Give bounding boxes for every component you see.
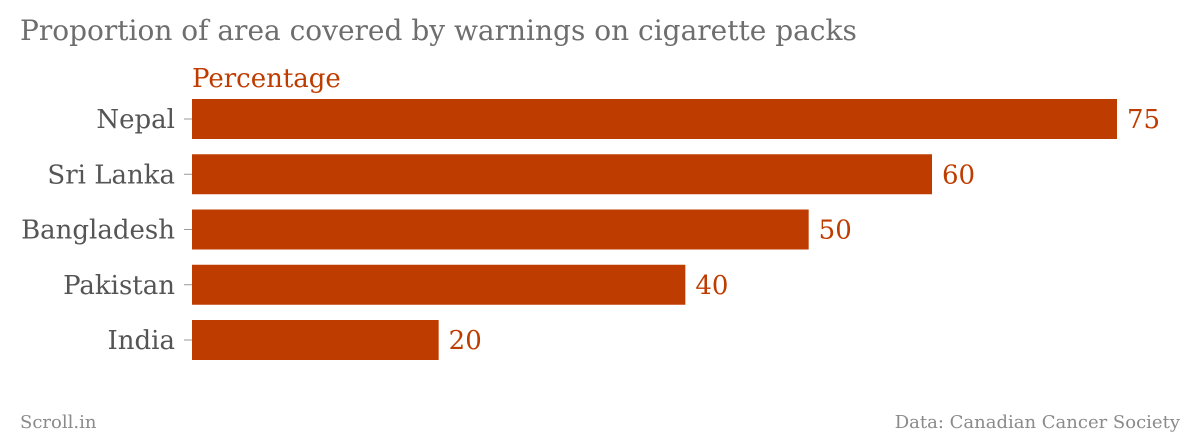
value-label-bangladesh: 50 bbox=[819, 216, 852, 246]
value-label-pakistan: 40 bbox=[695, 271, 728, 301]
category-axis-ticks bbox=[184, 118, 192, 341]
value-label-nepal: 75 bbox=[1127, 105, 1160, 135]
category-labels: Nepal Sri Lanka Bangladesh Pakistan India bbox=[21, 105, 175, 356]
bar-sri-lanka bbox=[192, 154, 932, 195]
value-label-india: 20 bbox=[449, 326, 482, 356]
category-label-bangladesh: Bangladesh bbox=[21, 216, 175, 246]
bar-pakistan bbox=[192, 264, 686, 305]
category-label-sri-lanka: Sri Lanka bbox=[47, 160, 175, 190]
publisher-credit: Scroll.in bbox=[20, 412, 97, 433]
bar-bangladesh bbox=[192, 209, 809, 250]
data-source: Data: Canadian Cancer Society bbox=[894, 412, 1180, 433]
category-label-india: India bbox=[108, 326, 175, 356]
value-label-sri-lanka: 60 bbox=[942, 160, 975, 190]
value-labels: 75 60 50 40 20 bbox=[449, 105, 1160, 356]
value-axis-label: Percentage bbox=[192, 64, 341, 94]
bar-nepal bbox=[192, 99, 1117, 139]
category-label-nepal: Nepal bbox=[96, 105, 175, 135]
category-label-pakistan: Pakistan bbox=[63, 271, 175, 301]
chart-title: Proportion of area covered by warnings o… bbox=[20, 14, 857, 47]
bars bbox=[192, 99, 1117, 360]
bar-india bbox=[192, 320, 439, 360]
